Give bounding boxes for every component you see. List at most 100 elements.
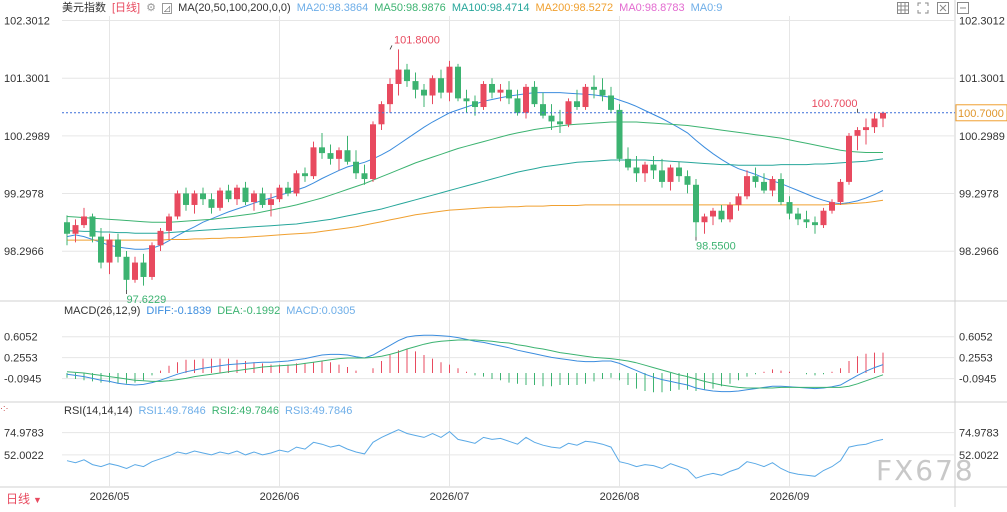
candle-body — [302, 173, 308, 177]
candle-body — [336, 150, 342, 159]
ma0a-value: MA0:98.8783 — [619, 2, 685, 14]
candle-body — [846, 135, 852, 182]
rsi-label: RSI(14,14,14) — [64, 405, 133, 417]
candle-body — [718, 210, 725, 220]
candle-body — [370, 124, 376, 180]
price-tick-right: 99.2978 — [959, 189, 999, 201]
candle-body — [242, 187, 249, 203]
ma200-line — [67, 199, 884, 241]
price-tick-right: 101.3001 — [959, 73, 1005, 85]
candle-body — [795, 213, 801, 220]
macd-diff-line — [66, 334, 884, 393]
candle-body — [106, 239, 113, 263]
candle-body — [735, 196, 742, 205]
price-tick-left: 99.2978 — [4, 189, 44, 201]
candle-body — [659, 170, 665, 182]
candle-body — [208, 199, 215, 208]
candle-body — [591, 86, 597, 90]
candle-body — [497, 89, 504, 93]
annotation-label: 97.6229 — [127, 294, 167, 306]
macd-dea: DEA:-0.1992 — [217, 305, 281, 317]
ma100-value: MA100:98.4714 — [451, 2, 530, 14]
candle-body — [378, 104, 385, 125]
candle-body — [132, 262, 138, 280]
candle-body — [115, 239, 121, 257]
x-tick-label: 2026/09 — [770, 491, 810, 503]
rsi-tick-left: 74.9783 — [4, 428, 44, 440]
candle-body — [863, 127, 869, 131]
rsi1-value: RSI1:49.7846 — [138, 405, 206, 417]
candle-body — [761, 181, 767, 191]
macd-tick-right: -0.0945 — [959, 374, 996, 386]
macd-tick-left: -0.0945 — [4, 374, 41, 386]
rsi-tick-left: 52.0022 — [4, 450, 44, 462]
candle-body — [157, 230, 164, 246]
annotation-label: 98.5500 — [696, 241, 736, 253]
candle-body — [225, 190, 232, 200]
ma0b-value: MA0:9 — [690, 2, 723, 14]
candle-body — [514, 98, 521, 113]
last-price-tag — [955, 104, 1007, 122]
period-tag[interactable]: [日线] — [112, 2, 141, 14]
candle-body — [650, 164, 657, 171]
candle-body — [98, 236, 104, 263]
candle-body — [744, 176, 750, 197]
candle-body — [81, 216, 87, 226]
candle-body — [506, 89, 512, 99]
watermark: FX678 — [876, 454, 975, 487]
grid-icon[interactable] — [895, 1, 911, 15]
candle-body — [803, 219, 810, 223]
x-tick-label: 2026/08 — [600, 491, 640, 503]
candle-body — [676, 167, 682, 177]
candle-body — [149, 245, 155, 277]
candle-body — [599, 89, 606, 96]
candle-body — [871, 118, 878, 128]
candle-body — [455, 66, 461, 99]
candle-body — [259, 193, 266, 205]
candle-body — [421, 89, 427, 96]
candle-body — [616, 109, 623, 159]
candle-body — [854, 130, 861, 136]
annotation-leader — [389, 45, 393, 50]
ma20-value: MA20:98.3864 — [296, 2, 369, 14]
candle-body — [217, 190, 223, 208]
collapse-icon[interactable]: ◿ — [162, 3, 173, 14]
macd-dea-line — [66, 339, 884, 389]
fullscreen-icon[interactable] — [915, 1, 931, 15]
annotation-label: 100.7000 — [812, 98, 858, 110]
price-tick-left: 102.3012 — [4, 16, 50, 28]
candle-body — [412, 81, 419, 90]
settings-icon[interactable]: ⚙ — [146, 2, 156, 14]
price-tick-left: 101.3001 — [4, 73, 50, 85]
main-legend: 美元指数 [日线] ⚙ ◿ MA(20,50,100,200,0,0) MA20:98.3… — [62, 1, 728, 15]
last-price-label: 100.7000 — [958, 108, 1004, 120]
candle-body — [752, 176, 759, 182]
rsi-line — [66, 429, 884, 479]
expand-icon[interactable] — [935, 1, 951, 15]
rsi2-value: RSI2:49.7846 — [211, 405, 280, 417]
candle-body — [268, 199, 274, 205]
rsi-legend: RSI(14,14,14) RSI1:49.7846 RSI2:49.7846 RSI… — [64, 404, 358, 418]
candle-body — [608, 95, 614, 110]
period-button[interactable]: 日线 ▼ — [6, 490, 42, 507]
candle-body — [829, 202, 835, 211]
rsi-tick-right: 52.0022 — [959, 450, 999, 462]
ma50-value: MA50:98.9876 — [374, 2, 446, 14]
candle-body — [701, 216, 708, 223]
chevron-down-icon: ▼ — [33, 495, 42, 505]
candle-body — [319, 147, 325, 154]
candle-body — [404, 69, 410, 82]
candle-body — [276, 187, 283, 200]
ma100-line — [67, 158, 884, 234]
candle-body — [234, 187, 240, 200]
candle-body — [438, 78, 444, 93]
hide-indicator-icon[interactable] — [955, 1, 971, 15]
price-tick-left: 98.2966 — [4, 246, 44, 258]
candle-body — [820, 210, 827, 226]
price-tick-right: 98.2966 — [959, 246, 999, 258]
candle-body — [472, 101, 478, 108]
x-tick-label: 2026/07 — [430, 491, 470, 503]
candle-body — [251, 193, 257, 203]
rsi3-value: RSI3:49.7846 — [285, 405, 353, 417]
candle-body — [174, 193, 181, 217]
